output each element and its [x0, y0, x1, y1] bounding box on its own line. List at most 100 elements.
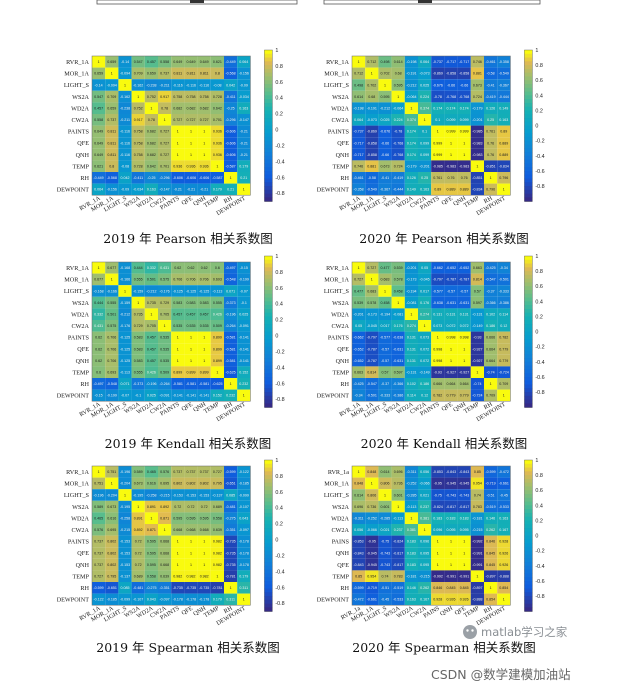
heatmap-cell	[237, 354, 251, 367]
cell-value-label: 0.126	[407, 176, 416, 180]
heatmap-cell	[444, 148, 458, 161]
cell-value-label: 0.702	[367, 83, 376, 87]
cell-value-label: 0.179	[213, 598, 222, 602]
heatmap-cell	[444, 477, 458, 490]
top-strip-right-dark	[418, 0, 432, 3]
cell-value-label: -0.258	[120, 517, 130, 521]
heatmap-cell	[378, 366, 392, 378]
cell-value-label: 0.889	[447, 188, 456, 192]
colorbar-tick-label: 0.2	[275, 112, 283, 118]
heatmap-cell	[457, 285, 471, 297]
heatmap-cell	[184, 500, 198, 513]
heatmap-cell	[470, 183, 484, 196]
colorbar-segment	[264, 91, 273, 96]
heatmap-cell	[184, 67, 198, 80]
heatmap-cell	[470, 570, 484, 582]
cell-value-label: -0.743	[446, 493, 456, 497]
heatmap-cell	[431, 489, 445, 501]
colorbar-segment	[524, 136, 533, 142]
colorbar-segment	[264, 76, 273, 81]
heatmap-cell	[418, 489, 432, 501]
heatmap-cell	[210, 148, 224, 161]
heatmap-cell	[224, 535, 238, 548]
colorbar-segment	[264, 494, 273, 499]
cell-value-label: 0.477	[381, 266, 390, 270]
heatmap-cell	[391, 102, 405, 114]
cell-value-label: 0.779	[447, 394, 456, 398]
heatmap-cell	[378, 296, 392, 309]
cell-value-label: 0.761	[433, 176, 442, 180]
row-tick-label: WD2A	[71, 515, 89, 522]
heatmap-cell	[418, 500, 432, 513]
cell-value-label: -0.945	[367, 551, 377, 555]
cell-value-label: 1	[98, 60, 100, 64]
heatmap-cell	[418, 512, 432, 524]
cell-value-label: -0.581	[173, 382, 183, 386]
heatmap-cell	[431, 273, 445, 286]
cell-value-label: -0.252	[406, 482, 416, 486]
cell-value-label: 0.78	[161, 107, 168, 111]
heatmap-cell	[210, 320, 224, 332]
cell-value-label: -0.735	[225, 540, 235, 544]
cell-value-label: -0.097	[159, 598, 169, 602]
cell-value-label: -0.869	[367, 130, 377, 134]
heatmap-panel: 1 0.848 0.614 0.696 -0.311 0.056 -0.853 -0.843-…	[317, 458, 545, 655]
heatmap-cell	[92, 378, 106, 390]
heatmap-cell	[457, 67, 471, 80]
cell-value-label: -0.08	[213, 83, 221, 87]
cell-value-label: -0.168	[93, 289, 103, 293]
heatmap-cell	[210, 172, 224, 184]
heatmap-cell	[210, 524, 224, 536]
heatmap-cell	[365, 125, 379, 138]
cell-value-label: -0.081	[406, 301, 416, 305]
heatmap-cell	[378, 125, 392, 138]
cell-value-label: 1	[476, 371, 478, 375]
heatmap-cell	[224, 285, 238, 297]
cell-value-label: 0.737	[187, 470, 196, 474]
colorbar-segment	[524, 395, 533, 401]
heatmap-cell	[224, 273, 238, 286]
cell-value-label: 0.62	[95, 336, 102, 340]
cell-value-label: 0.583	[134, 336, 143, 340]
heatmap-cell	[497, 308, 511, 320]
cell-value-label: 0.728	[134, 165, 143, 169]
cell-value-label: 0.782	[499, 336, 508, 340]
cell-value-label: -0.66	[460, 83, 468, 87]
heatmap-cell	[197, 262, 211, 274]
cell-value-label: 0.72	[135, 540, 142, 544]
cell-value-label: -0.724	[499, 371, 509, 375]
heatmap-cell	[237, 389, 251, 402]
column-tick-label: TEMP	[203, 605, 221, 620]
heatmap-cell	[470, 343, 484, 355]
row-tick-label: RH	[340, 585, 349, 592]
cell-value-label: -0.373	[225, 301, 235, 305]
cell-value-label: 0.102	[407, 382, 416, 386]
heatmap-cell	[92, 102, 106, 114]
watermark: matlab学习之家 CSDN @数学建模加油站	[431, 625, 571, 682]
heatmap-cell	[365, 466, 379, 478]
heatmap-cell	[144, 389, 158, 402]
cell-value-label: 0.096	[433, 528, 442, 532]
heatmap-cell	[497, 285, 511, 297]
heatmap-cell	[118, 570, 132, 582]
heatmap-cell	[197, 285, 211, 297]
heatmap-cell	[171, 273, 185, 286]
cell-value-label: 0.6	[215, 266, 220, 270]
cell-value-label: -0.366	[485, 301, 495, 305]
colorbar-segment	[524, 61, 533, 66]
heatmap-cell	[497, 114, 511, 126]
heatmap-cell	[224, 137, 238, 149]
heatmap-cell	[144, 489, 158, 501]
cell-value-label: 0.954	[367, 575, 376, 579]
heatmap-cell	[237, 79, 251, 91]
cell-value-label: -0.631	[446, 301, 456, 305]
cell-value-label: 0.621	[213, 60, 222, 64]
heatmap-cell	[144, 172, 158, 184]
heatmap-cell	[224, 183, 238, 196]
cell-value-label: 0.682	[147, 153, 156, 157]
colorbar-segment	[264, 155, 273, 161]
heatmap-cell	[457, 500, 471, 513]
heatmap-cell	[484, 172, 498, 184]
cell-value-label: 1	[177, 563, 179, 567]
